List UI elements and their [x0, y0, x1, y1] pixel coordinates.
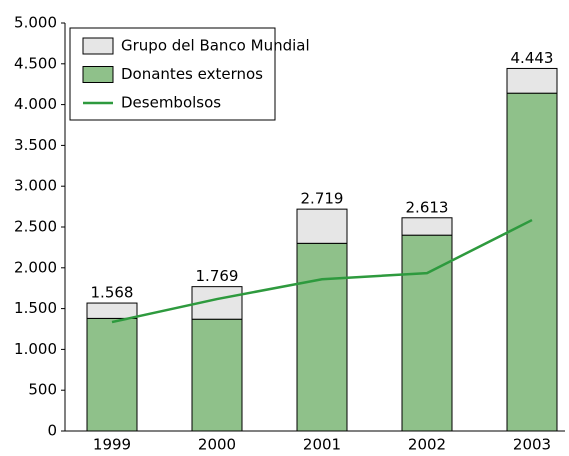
- total-label: 2.719: [301, 190, 344, 208]
- y-tick-label: 2.000: [14, 258, 57, 276]
- y-tick-label: 1.000: [14, 340, 57, 358]
- y-tick-label: 1.500: [14, 299, 57, 317]
- bar-segment: [506, 92, 558, 432]
- legend-swatch: [82, 66, 114, 83]
- x-tick-label: 2001: [303, 436, 341, 453]
- y-tick-label: 3.500: [14, 136, 57, 154]
- legend-label: Donantes externos: [121, 65, 263, 83]
- total-label: 1.769: [196, 267, 239, 285]
- total-label: 1.568: [91, 284, 134, 302]
- bar-segment: [86, 302, 138, 319]
- legend-swatch: [82, 37, 114, 55]
- total-label: 2.613: [406, 198, 449, 216]
- bar-segment: [401, 217, 453, 236]
- total-label: 4.443: [511, 49, 554, 67]
- bar-segment: [401, 234, 453, 432]
- y-tick-label: 3.000: [14, 177, 57, 195]
- bar-segment: [506, 67, 558, 94]
- x-tick-label: 2000: [198, 436, 236, 453]
- bar-segment: [191, 318, 243, 432]
- bar-segment: [86, 317, 138, 432]
- y-tick-label: 0: [47, 422, 57, 440]
- y-tick-label: 500: [28, 381, 57, 399]
- line: [111, 218, 533, 324]
- legend-label: Desembolsos: [121, 94, 221, 112]
- y-tick-label: 2.500: [14, 218, 57, 236]
- x-tick-label: 2002: [408, 436, 446, 453]
- x-tick-label: 2003: [513, 436, 551, 453]
- bar-segment: [296, 208, 348, 244]
- y-tick-label: 4.500: [14, 54, 57, 72]
- y-tick-label: 4.000: [14, 95, 57, 113]
- y-tick-label: 5.000: [14, 14, 57, 32]
- bar-segment: [296, 242, 348, 432]
- x-tick-label: 1999: [93, 436, 131, 453]
- legend-label: Grupo del Banco Mundial: [121, 37, 310, 55]
